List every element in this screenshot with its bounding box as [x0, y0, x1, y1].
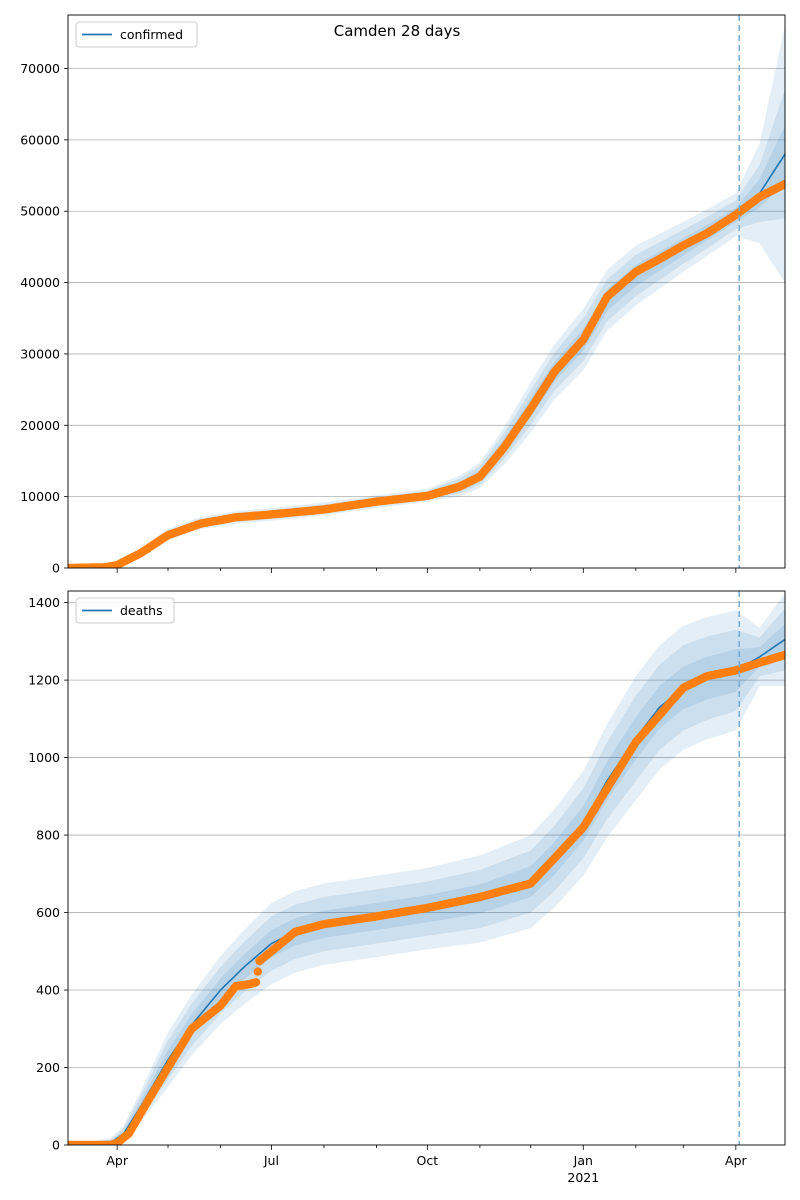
- observed-series: [68, 650, 785, 1145]
- observed-series: [68, 179, 785, 568]
- legend-label: confirmed: [120, 27, 183, 42]
- y-tick-label: 20000: [20, 418, 60, 433]
- y-tick-label: 800: [36, 828, 60, 843]
- legend: confirmed: [75, 21, 198, 48]
- y-tick-label: 70000: [20, 61, 60, 76]
- observed-point: [251, 978, 261, 987]
- x-tick-label: Apr: [106, 1153, 128, 1168]
- y-tick-label: 1000: [28, 750, 60, 765]
- y-tick-label: 40000: [20, 275, 60, 290]
- y-tick-label: 60000: [20, 132, 60, 147]
- axes-frame: [67, 590, 786, 1146]
- confidence-band-3: [68, 25, 785, 568]
- y-tick-label: 1200: [28, 673, 60, 688]
- confidence-band-3: [68, 592, 785, 1145]
- confidence-band-2: [68, 608, 785, 1145]
- x-tick-label: Jul: [263, 1153, 279, 1168]
- y-tick-label: 600: [36, 905, 60, 920]
- legend: deaths: [75, 597, 175, 624]
- x-axis: Apr Jul Oct Jan 2021 Apr: [106, 1153, 747, 1185]
- x-tick-year-label: 2021: [567, 1170, 599, 1185]
- y-tick-label: 50000: [20, 204, 60, 219]
- observed-point: [780, 179, 785, 189]
- y-tick-label: 1400: [28, 595, 60, 610]
- observed-point: [253, 967, 262, 976]
- observed-point: [780, 650, 785, 660]
- x-tick-label: Oct: [417, 1153, 439, 1168]
- fit-line: [68, 153, 785, 568]
- axes-frame: [67, 14, 786, 569]
- x-tick-label: Apr: [725, 1153, 747, 1168]
- confirmed-panel: 0 10000 20000 30000 40000 50000 60000 70000 conf…: [20, 14, 786, 576]
- deaths-panel: 0 200 400 600 800 1000 1200 1400 deaths: [28, 590, 786, 1153]
- y-tick-label: 0: [52, 1138, 60, 1153]
- legend-label: deaths: [120, 603, 163, 618]
- y-tick-label: 10000: [20, 489, 60, 504]
- y-tick-label: 30000: [20, 346, 60, 361]
- chart-title: Camden 28 days: [334, 22, 461, 40]
- y-tick-label: 200: [36, 1060, 60, 1075]
- y-tick-label: 400: [36, 983, 60, 998]
- legend-box: [75, 21, 198, 48]
- legend-box: [75, 597, 175, 624]
- y-tick-label: 0: [52, 561, 60, 576]
- x-tick-label: Jan: [573, 1153, 593, 1168]
